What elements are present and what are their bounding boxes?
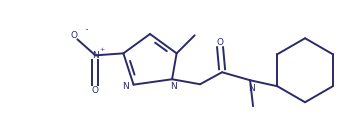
Text: N: N (122, 82, 129, 91)
Text: N: N (170, 82, 176, 91)
Text: O: O (216, 38, 223, 47)
Text: +: + (100, 47, 105, 52)
Text: ·: · (84, 24, 89, 37)
Text: O: O (92, 86, 99, 95)
Text: N: N (92, 51, 99, 60)
Text: O: O (71, 31, 78, 40)
Text: N: N (248, 84, 255, 93)
